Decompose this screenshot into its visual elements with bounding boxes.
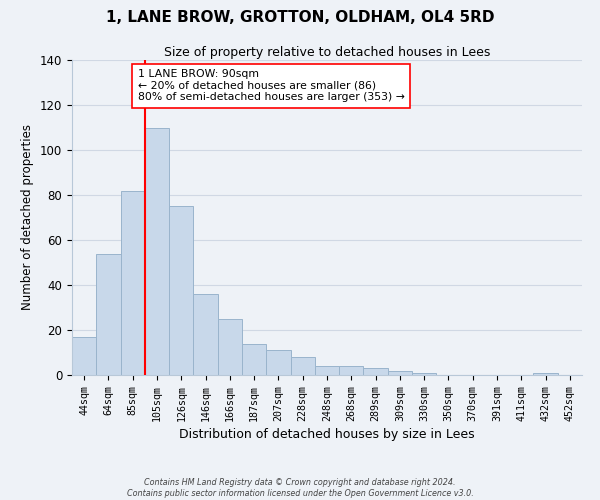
Bar [315, 366, 339, 375]
Bar [412, 373, 436, 375]
Text: 1, LANE BROW, GROTTON, OLDHAM, OL4 5RD: 1, LANE BROW, GROTTON, OLDHAM, OL4 5RD [106, 10, 494, 25]
Text: 1 LANE BROW: 90sqm
← 20% of detached houses are smaller (86)
80% of semi-detache: 1 LANE BROW: 90sqm ← 20% of detached hou… [137, 69, 404, 102]
Y-axis label: Number of detached properties: Number of detached properties [22, 124, 34, 310]
Bar [218, 319, 242, 375]
Bar [290, 357, 315, 375]
Bar [96, 254, 121, 375]
Bar [364, 368, 388, 375]
Bar [242, 344, 266, 375]
Bar [169, 206, 193, 375]
Bar [145, 128, 169, 375]
Bar [533, 373, 558, 375]
Title: Size of property relative to detached houses in Lees: Size of property relative to detached ho… [164, 46, 490, 59]
Bar [193, 294, 218, 375]
Bar [72, 337, 96, 375]
Bar [266, 350, 290, 375]
Bar [121, 190, 145, 375]
Text: Contains HM Land Registry data © Crown copyright and database right 2024.
Contai: Contains HM Land Registry data © Crown c… [127, 478, 473, 498]
X-axis label: Distribution of detached houses by size in Lees: Distribution of detached houses by size … [179, 428, 475, 440]
Bar [339, 366, 364, 375]
Bar [388, 370, 412, 375]
